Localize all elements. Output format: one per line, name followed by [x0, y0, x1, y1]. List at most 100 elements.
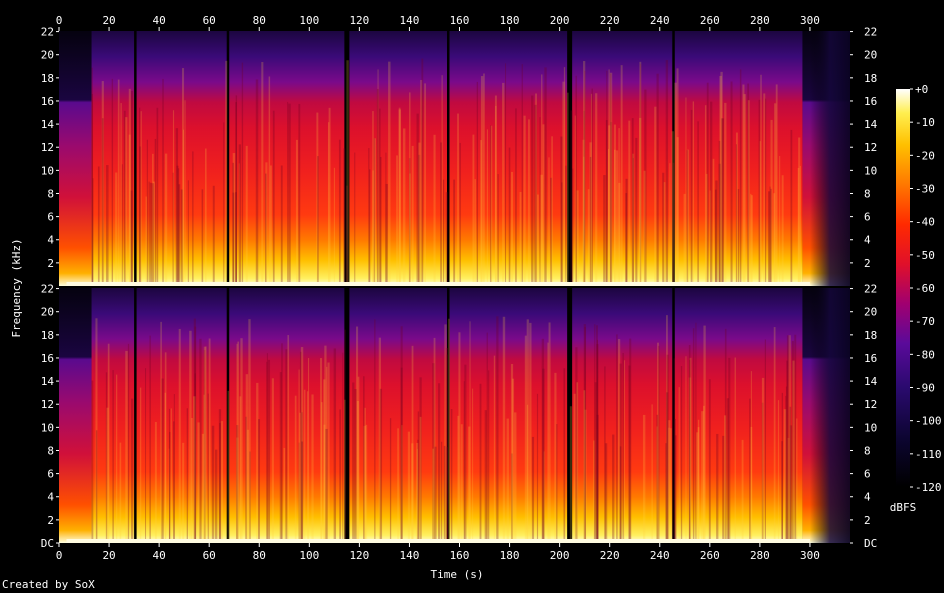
x-tick-label-bottom: 0: [56, 549, 63, 562]
texture-streak: [139, 107, 141, 286]
texture-streak: [510, 363, 514, 543]
texture-streak: [486, 332, 488, 543]
x-tick-label-bottom: 160: [450, 549, 470, 562]
texture-streak: [531, 95, 534, 287]
loud-segment-2: [136, 31, 227, 286]
texture-streak: [464, 364, 467, 543]
texture-streak: [346, 60, 349, 286]
texture-streak: [590, 93, 593, 286]
loud-segment-2: [136, 288, 227, 543]
texture-streak: [689, 357, 692, 543]
texture-streak: [448, 318, 450, 543]
texture-streak: [547, 342, 549, 543]
texture-streak: [632, 158, 634, 286]
texture-streak: [690, 109, 693, 287]
texture-streak: [145, 368, 147, 543]
texture-streak: [668, 420, 671, 543]
texture-streak: [724, 102, 727, 286]
texture-streak: [345, 185, 349, 286]
loud-segment-3: [229, 288, 345, 543]
texture-streak: [333, 348, 337, 543]
texture-streak: [460, 424, 463, 543]
texture-streak: [459, 142, 461, 286]
texture-streak: [589, 156, 592, 286]
texture-streak: [176, 165, 179, 286]
texture-streak: [536, 393, 539, 543]
texture-streak: [192, 151, 194, 286]
texture-streak: [116, 374, 118, 543]
texture-streak: [183, 129, 185, 286]
texture-streak: [595, 93, 598, 286]
texture-streak: [245, 416, 248, 543]
texture-streak: [631, 153, 635, 286]
texture-streak: [357, 376, 360, 543]
texture-streak: [703, 325, 706, 543]
texture-streak: [606, 70, 608, 287]
texture-streak: [591, 88, 593, 286]
texture-streak: [261, 62, 264, 286]
texture-streak: [187, 180, 189, 286]
colorbar-tick-label: +0: [915, 83, 928, 96]
x-tick-label-top: 220: [600, 14, 620, 27]
texture-streak: [440, 142, 442, 286]
texture-streak: [245, 145, 248, 286]
texture-streak: [130, 90, 134, 287]
texture-streak: [203, 394, 205, 543]
texture-streak: [164, 153, 168, 286]
texture-streak: [411, 345, 414, 543]
y-tick-label-right: 8: [864, 444, 871, 457]
texture-streak: [496, 316, 499, 543]
texture-streak: [576, 190, 579, 286]
texture-streak: [356, 326, 359, 543]
texture-streak: [674, 418, 676, 543]
texture-streak: [469, 321, 471, 543]
texture-streak: [587, 189, 590, 286]
texture-streak: [526, 319, 529, 543]
texture-streak: [205, 346, 207, 543]
texture-streak: [169, 431, 171, 543]
texture-streak: [203, 346, 207, 543]
texture-streak: [479, 383, 482, 543]
y-tick-label-left: 2: [47, 514, 54, 527]
texture-streak: [307, 358, 310, 543]
fade-out-region: [809, 288, 850, 543]
texture-streak: [446, 354, 448, 543]
x-axis-label: Time (s): [431, 568, 484, 581]
texture-streak: [153, 181, 156, 286]
x-tick-label-bottom: 60: [203, 549, 216, 562]
spectrogram-panels: [59, 31, 850, 543]
texture-streak: [697, 427, 700, 543]
texture-streak: [130, 190, 133, 286]
texture-streak: [706, 82, 709, 287]
texture-streak: [631, 118, 634, 286]
y-tick-label-right: 6: [864, 468, 871, 481]
y-tick-label-right: 16: [864, 352, 877, 365]
texture-streak: [669, 163, 671, 286]
texture-streak: [295, 139, 298, 286]
x-tick-label-bottom: 120: [349, 549, 369, 562]
texture-streak: [191, 417, 193, 543]
texture-streak: [339, 409, 341, 543]
y-tick-label-right: DC: [864, 537, 877, 550]
texture-streak: [656, 73, 659, 286]
texture-streak: [433, 337, 436, 543]
texture-streak: [268, 76, 271, 287]
colorbar-tick-label: -100: [915, 415, 942, 428]
texture-streak: [238, 144, 242, 286]
texture-streak: [770, 188, 772, 286]
x-tick-label-bottom: 180: [500, 549, 520, 562]
texture-streak: [418, 154, 421, 286]
texture-streak: [742, 84, 745, 286]
texture-streak: [781, 441, 783, 543]
texture-streak: [241, 62, 244, 286]
texture-streak: [796, 418, 798, 543]
x-tick-label-bottom: 80: [253, 549, 266, 562]
x-tick-label-top: 80: [253, 14, 266, 27]
texture-streak: [644, 89, 647, 286]
texture-streak: [225, 60, 228, 286]
y-axis-label: Frequency (kHz): [10, 238, 23, 337]
x-tick-label-bottom: 20: [102, 549, 115, 562]
texture-streak: [255, 79, 259, 286]
texture-streak: [433, 134, 436, 286]
texture-streak: [609, 73, 612, 286]
